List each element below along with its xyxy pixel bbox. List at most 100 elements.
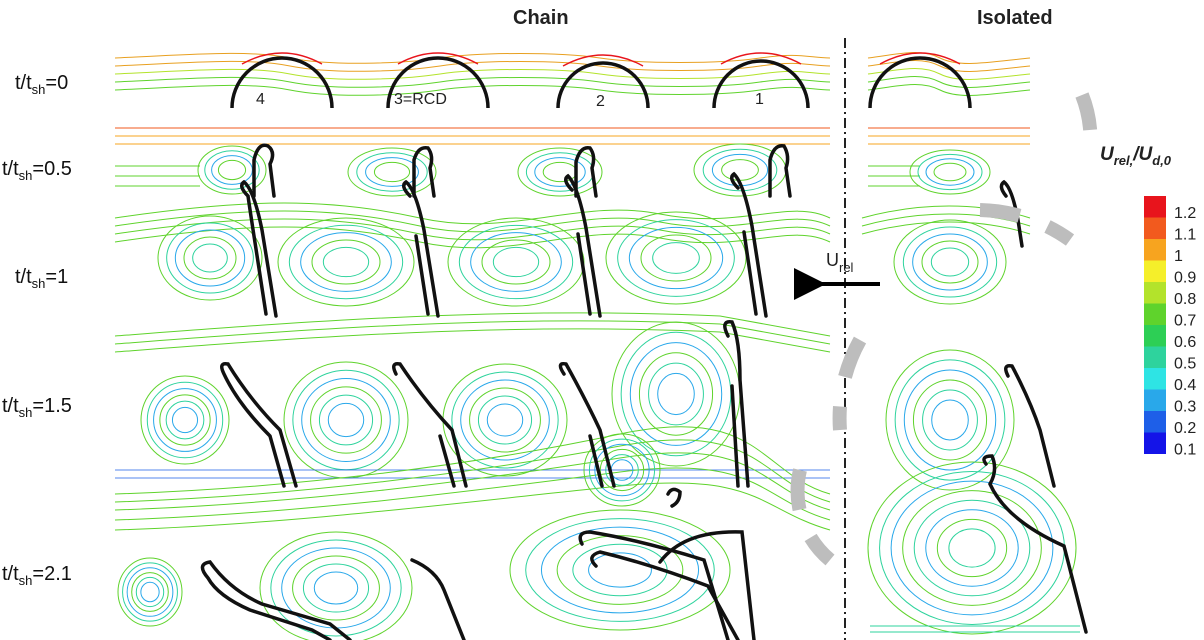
- colorbar-swatch: [1144, 239, 1166, 261]
- streamline: [893, 219, 1007, 305]
- streamline: [281, 547, 391, 629]
- streamline: [114, 328, 831, 353]
- streamline: [277, 217, 415, 307]
- colorbar-swatch: [1144, 432, 1166, 454]
- colorbar-tick-label: 0.8: [1174, 291, 1196, 308]
- row-label-3: t/tsh=1.5: [2, 395, 72, 420]
- droplet-3-outline: [386, 56, 490, 109]
- colorbar: Urel,/Ud,0 1.2 1.1 1 0.9 0.8 0.7 0.6 0.5 0.4 0.3 0…: [1100, 144, 1196, 459]
- colorbar-swatch: [1144, 282, 1166, 304]
- streamline: [481, 239, 551, 285]
- streamline: [460, 379, 550, 461]
- gray-circular-arrow: [790, 92, 1098, 566]
- streamline: [140, 581, 160, 603]
- streamline: [525, 152, 595, 192]
- streamline: [204, 150, 260, 190]
- streamline: [867, 60, 1031, 72]
- streamline: [259, 531, 413, 640]
- streamline: [648, 362, 704, 426]
- streamline: [311, 239, 381, 285]
- streamline: [300, 232, 392, 292]
- streamline: [327, 402, 365, 438]
- streamline: [921, 240, 979, 284]
- streamline: [347, 147, 437, 197]
- streamline: [241, 52, 323, 65]
- streamline: [114, 452, 831, 511]
- streamline: [925, 158, 975, 186]
- colorbar-title: Urel,/Ud,0: [1100, 144, 1172, 168]
- streamline: [174, 229, 246, 287]
- streamline: [292, 369, 400, 471]
- colorbar-tick-label: 0.6: [1174, 334, 1196, 351]
- colorbar-tick-label: 0.1: [1174, 442, 1196, 459]
- streamline: [114, 84, 831, 96]
- streamline: [879, 470, 1065, 626]
- streamline: [628, 226, 724, 290]
- droplets-row-0: [230, 56, 972, 109]
- streamline: [397, 52, 479, 65]
- streamline: [509, 509, 731, 631]
- streamline: [217, 159, 247, 181]
- colorbar-swatch: [1144, 217, 1166, 239]
- streamline: [861, 221, 1031, 235]
- streamline: [903, 369, 997, 471]
- streamline: [114, 312, 831, 337]
- streamline: [283, 361, 409, 479]
- droplet-labels: 4 3=RCD 2 1: [256, 91, 764, 110]
- streamline: [165, 400, 205, 440]
- streamline: [117, 557, 183, 627]
- streamline: [588, 552, 652, 588]
- streamline: [318, 394, 374, 446]
- streamline: [572, 543, 668, 597]
- streamline: [114, 218, 831, 241]
- streamline: [442, 363, 568, 477]
- streamline: [159, 394, 211, 446]
- colorbar-tick-label: 0.9: [1174, 270, 1196, 287]
- row-label-1: t/tsh=0.5: [2, 158, 72, 183]
- colorbar-tick-label: 0.7: [1174, 313, 1196, 330]
- streamline: [166, 222, 254, 294]
- streamline: [322, 246, 370, 278]
- droplet-label-4: 4: [256, 91, 265, 108]
- streamline: [890, 480, 1054, 616]
- droplet-label-3: 3=RCD: [394, 91, 447, 108]
- streamline: [292, 555, 380, 621]
- row-labels: t/tsh=0 t/tsh=0.5 t/tsh=1 t/tsh=1.5 t/ts…: [2, 72, 72, 588]
- urel-label: Urel: [826, 250, 854, 275]
- streamline: [562, 54, 644, 67]
- streamline: [114, 426, 831, 495]
- streamline: [477, 395, 533, 445]
- row-label-0: t/tsh=0: [15, 72, 68, 97]
- streamline: [594, 443, 650, 497]
- streamline: [153, 388, 217, 452]
- chain-header: Chain: [513, 7, 569, 29]
- streamline: [135, 576, 165, 608]
- colorbar-swatch: [1144, 346, 1166, 368]
- streamline: [885, 349, 1015, 491]
- streamline: [936, 518, 1008, 578]
- streamline: [931, 399, 969, 441]
- droplet-1-outline: [712, 59, 810, 109]
- streamline: [711, 153, 769, 187]
- streamline: [933, 162, 967, 182]
- streamline: [447, 217, 585, 307]
- streamline: [171, 406, 199, 434]
- streamline: [140, 375, 230, 465]
- isolated-droplet-outline-0: [868, 56, 972, 109]
- colorbar-swatch: [1144, 411, 1166, 433]
- droplet-label-2: 2: [596, 93, 605, 110]
- streamline: [652, 242, 700, 274]
- streamline: [114, 52, 831, 64]
- droplet-2-outline: [556, 61, 650, 109]
- streamline: [114, 68, 831, 80]
- streamline: [917, 153, 983, 191]
- colorbar-swatch: [1144, 303, 1166, 325]
- streamline: [486, 403, 524, 437]
- streamline: [902, 489, 1042, 607]
- streamline: [288, 224, 404, 300]
- streamline: [131, 572, 169, 612]
- streamline: [146, 381, 224, 459]
- streamline: [270, 539, 402, 637]
- colorbar-tick-label: 1.2: [1174, 205, 1196, 222]
- streamline: [525, 518, 715, 622]
